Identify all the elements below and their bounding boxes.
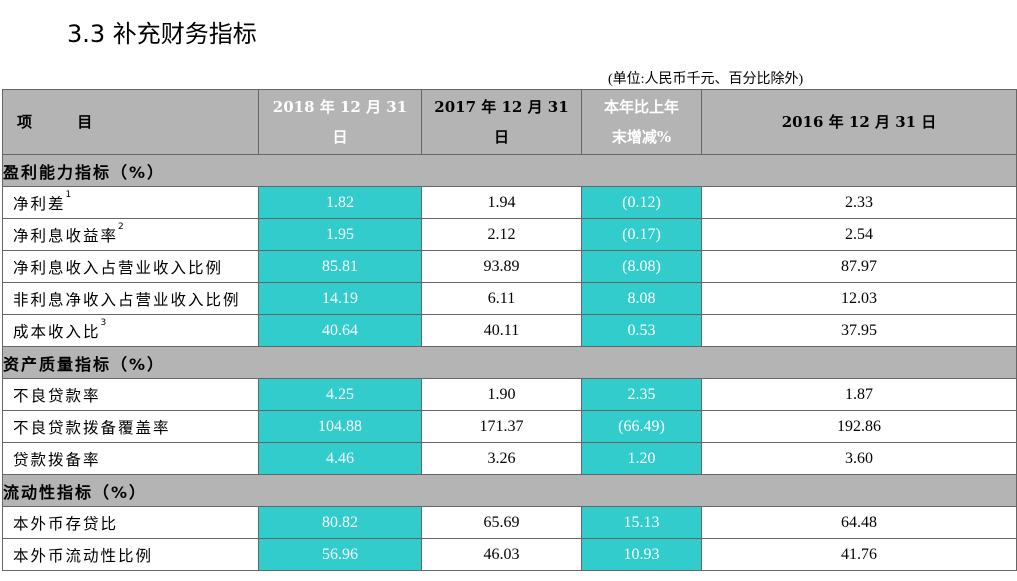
row-label: 贷款拨备率 [13, 450, 101, 469]
value-2016: 2.33 [701, 186, 1017, 219]
value-2016: 64.48 [701, 506, 1017, 539]
value-change: (0.17) [581, 218, 702, 251]
value-2017: 40.11 [421, 314, 582, 347]
value-2018: 4.25 [258, 378, 422, 411]
value-2016: 192.86 [701, 410, 1017, 443]
value-2017: 1.94 [421, 186, 582, 219]
table-row: 净利差1 1.82 1.94 (0.12) 2.33 [2, 186, 1017, 219]
value-2018: 56.96 [258, 538, 422, 571]
row-label: 成本收入比 [13, 322, 101, 341]
row-label-cell: 净利息收入占营业收入比例 [2, 250, 259, 283]
section-row: 流动性指标（%） [2, 474, 1017, 507]
row-label: 不良贷款拨备覆盖率 [13, 418, 171, 437]
value-2017: 2.12 [421, 218, 582, 251]
row-label: 不良贷款率 [13, 386, 101, 405]
value-2016: 41.76 [701, 538, 1017, 571]
header-change-line2: 末增减% [611, 128, 672, 146]
row-label-cell: 本外币存贷比 [2, 506, 259, 539]
footnote-marker: 1 [65, 189, 72, 200]
unit-note: (单位:人民币千元、百分比除外) [608, 72, 804, 87]
table-row: 不良贷款率 4.25 1.90 2.35 1.87 [2, 378, 1017, 411]
row-label: 本外币存贷比 [13, 514, 119, 533]
header-2018: 2018 年 12 月 31 日 [258, 89, 422, 155]
value-2017: 1.90 [421, 378, 582, 411]
value-2018: 80.82 [258, 506, 422, 539]
value-2017: 6.11 [421, 282, 582, 315]
footnote-marker: 3 [100, 317, 107, 328]
header-change-line1: 本年比上年 [603, 98, 679, 116]
value-2017: 3.26 [421, 442, 582, 475]
table-row: 贷款拨备率 4.46 3.26 1.20 3.60 [2, 442, 1017, 475]
value-change: 0.53 [581, 314, 702, 347]
row-label: 非利息净收入占营业收入比例 [13, 290, 241, 309]
row-label: 净利息收益率 [13, 226, 119, 245]
value-2018: 1.95 [258, 218, 422, 251]
value-2018: 104.88 [258, 410, 422, 443]
row-label-cell: 不良贷款拨备覆盖率 [2, 410, 259, 443]
value-change: 15.13 [581, 506, 702, 539]
value-change: 1.20 [581, 442, 702, 475]
page-title: 3.3 补充财务指标 [67, 20, 257, 48]
table-row: 本外币存贷比 80.82 65.69 15.13 64.48 [2, 506, 1017, 539]
header-2017-line1: 2017 年 12 月 31 [434, 98, 569, 116]
table-row: 成本收入比3 40.64 40.11 0.53 37.95 [2, 314, 1017, 347]
row-label-cell: 不良贷款率 [2, 378, 259, 411]
header-2017: 2017 年 12 月 31 日 [421, 89, 582, 155]
row-label: 本外币流动性比例 [13, 546, 154, 565]
section-row: 盈利能力指标（%） [2, 154, 1017, 187]
row-label-cell: 贷款拨备率 [2, 442, 259, 475]
value-2016: 2.54 [701, 218, 1017, 251]
value-2018: 4.46 [258, 442, 422, 475]
value-change: 2.35 [581, 378, 702, 411]
value-2017: 46.03 [421, 538, 582, 571]
header-2017-line2: 日 [493, 128, 509, 146]
value-change: (8.08) [581, 250, 702, 283]
value-2017: 171.37 [421, 410, 582, 443]
value-change: 10.93 [581, 538, 702, 571]
table-row: 本外币流动性比例 56.96 46.03 10.93 41.76 [2, 538, 1017, 571]
row-label-cell: 净利差1 [2, 186, 259, 219]
header-change: 本年比上年 末增减% [581, 89, 702, 155]
value-2016: 12.03 [701, 282, 1017, 315]
table-row: 非利息净收入占营业收入比例 14.19 6.11 8.08 12.03 [2, 282, 1017, 315]
value-2016: 87.97 [701, 250, 1017, 283]
value-change: 8.08 [581, 282, 702, 315]
table-row: 不良贷款拨备覆盖率 104.88 171.37 (66.49) 192.86 [2, 410, 1017, 443]
section-title: 盈利能力指标（%） [2, 154, 1017, 187]
section-title: 流动性指标（%） [2, 474, 1017, 507]
row-label-cell: 非利息净收入占营业收入比例 [2, 282, 259, 315]
header-2018-line1: 2018 年 12 月 31 [272, 98, 408, 116]
row-label-cell: 本外币流动性比例 [2, 538, 259, 571]
header-2018-line2: 日 [332, 128, 348, 146]
table-row: 净利息收入占营业收入比例 85.81 93.89 (8.08) 87.97 [2, 250, 1017, 283]
row-label-cell: 净利息收益率2 [2, 218, 259, 251]
value-2017: 65.69 [421, 506, 582, 539]
section-row: 资产质量指标（%） [2, 346, 1017, 379]
row-label-cell: 成本收入比3 [2, 314, 259, 347]
value-2016: 37.95 [701, 314, 1017, 347]
row-label: 净利息收入占营业收入比例 [13, 258, 224, 277]
row-label: 净利差 [13, 194, 66, 213]
section-title: 资产质量指标（%） [2, 346, 1017, 379]
value-2016: 1.87 [701, 378, 1017, 411]
table-row: 净利息收益率2 1.95 2.12 (0.17) 2.54 [2, 218, 1017, 251]
footnote-marker: 2 [118, 221, 124, 232]
header-item: 项 目 [2, 89, 259, 155]
financial-indicators-table: 项 目 2018 年 12 月 31 日 2017 年 12 月 31 日 本年… [2, 89, 1017, 571]
value-2018: 1.82 [258, 186, 422, 219]
value-2018: 40.64 [258, 314, 422, 347]
value-2017: 93.89 [421, 250, 582, 283]
value-2016: 3.60 [701, 442, 1017, 475]
value-2018: 85.81 [258, 250, 422, 283]
value-change: (0.12) [581, 186, 702, 219]
header-2016: 2016 年 12 月 31 日 [701, 89, 1017, 155]
value-2018: 14.19 [258, 282, 422, 315]
value-change: (66.49) [581, 410, 702, 443]
table-header-row: 项 目 2018 年 12 月 31 日 2017 年 12 月 31 日 本年… [2, 89, 1017, 155]
